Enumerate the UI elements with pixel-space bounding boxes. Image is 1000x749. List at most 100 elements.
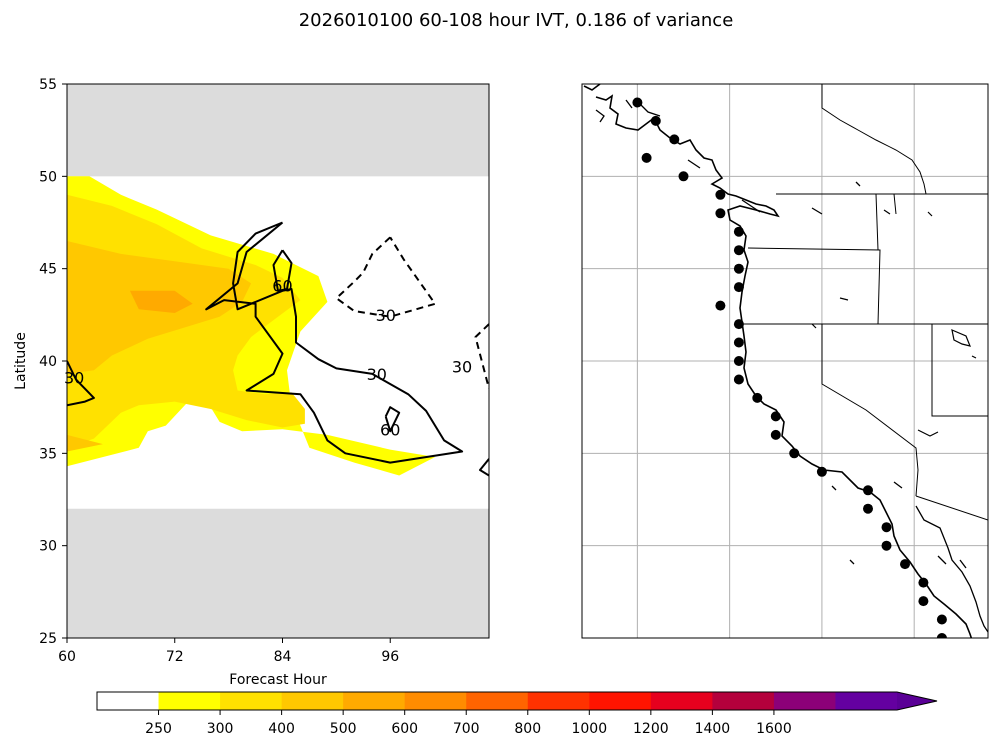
station-points xyxy=(632,97,947,638)
x-tick-label: 60 xyxy=(58,649,76,665)
y-tick-label: 50 xyxy=(39,169,57,185)
colorbar-tick-label: 1600 xyxy=(756,721,792,737)
colorbar-cell xyxy=(589,692,652,710)
station-point xyxy=(715,300,726,311)
map-frame xyxy=(581,83,989,639)
station-point xyxy=(733,226,744,237)
country-border xyxy=(776,193,988,521)
station-point xyxy=(816,466,827,477)
x-axis-ticks: 60 72 84 96 xyxy=(58,638,399,665)
station-point xyxy=(715,189,726,200)
map-outlines xyxy=(583,84,988,638)
y-tick-label: 25 xyxy=(39,631,57,647)
colorbar-extend-arrow xyxy=(897,692,937,710)
y-tick-label: 45 xyxy=(39,262,57,278)
station-point xyxy=(632,97,643,108)
station-point xyxy=(733,356,744,366)
colorbar-tick-label: 500 xyxy=(330,721,357,737)
colorbar-tick-label: 250 xyxy=(145,721,172,737)
colorbar-cells xyxy=(96,691,938,711)
no-data-band xyxy=(67,508,489,638)
x-tick-label: 84 xyxy=(274,649,292,665)
colorbar-tick-label: 400 xyxy=(268,721,295,737)
colorbar-cell xyxy=(650,692,713,710)
x-axis-label: Forecast Hour xyxy=(229,672,327,688)
contour-label: 30 xyxy=(376,306,396,325)
contour-60-solid xyxy=(384,406,401,433)
variance-contour-lines xyxy=(67,221,489,477)
station-point xyxy=(733,319,744,330)
station-point xyxy=(770,429,781,440)
map-gridlines xyxy=(582,84,988,638)
map-panel xyxy=(581,83,989,639)
colorbar-tick-label: 800 xyxy=(514,721,541,737)
station-point xyxy=(789,448,800,459)
contour-30-solid xyxy=(479,458,489,477)
contour-label: 60 xyxy=(380,420,400,439)
x-tick-label: 96 xyxy=(381,649,399,665)
state-borders xyxy=(742,84,988,497)
contour-60-solid xyxy=(272,249,293,292)
colorbar-ticks: 250 300 400 500 600 700 800 1000 1200 1400 1600 xyxy=(145,710,792,737)
station-point xyxy=(733,337,744,348)
station-point xyxy=(733,374,744,385)
y-axis-ticks: 25 30 35 40 45 50 55 xyxy=(39,77,67,647)
station-point xyxy=(881,522,892,533)
ivt-contour-panel: 60 30 30 60 30 30 60 72 84 96 25 30 35 40 45 50 55 For… xyxy=(13,77,490,688)
station-point xyxy=(936,633,947,638)
station-point xyxy=(641,152,652,163)
colorbar-outline xyxy=(96,691,938,711)
y-axis-label: Latitude xyxy=(13,332,29,390)
no-data-band xyxy=(67,84,489,177)
colorbar-tick-label: 600 xyxy=(391,721,418,737)
station-point xyxy=(752,392,763,403)
colorbar-cell xyxy=(404,692,467,710)
station-point xyxy=(650,115,661,126)
contour-labels: 60 30 30 60 30 30 xyxy=(64,276,472,439)
contour-label: 30 xyxy=(64,369,84,388)
station-point xyxy=(770,411,781,422)
colorbar-tick-label: 1200 xyxy=(633,721,669,737)
colorbar-cell xyxy=(527,692,590,710)
colorbar-cell xyxy=(343,692,406,710)
colorbar-cell xyxy=(97,692,160,710)
figure-title: 2026010100 60-108 hour IVT, 0.186 of var… xyxy=(299,10,734,31)
colorbar-cell xyxy=(773,692,836,710)
ivt-fill-400-500 xyxy=(67,434,103,452)
station-point xyxy=(863,503,873,514)
lakes xyxy=(811,209,977,437)
contour-30-solid xyxy=(67,360,95,407)
colorbar-cell xyxy=(158,692,221,710)
colorbar-tick-label: 1400 xyxy=(695,721,731,737)
station-point xyxy=(669,134,680,145)
islands xyxy=(595,99,967,569)
contour-label: 30 xyxy=(367,365,387,384)
station-point xyxy=(900,559,910,570)
station-point xyxy=(715,208,726,219)
station-point xyxy=(881,540,892,551)
colorbar-cell xyxy=(835,692,898,710)
colorbar-cell xyxy=(712,692,775,710)
colorbar-cell xyxy=(220,692,283,710)
station-point xyxy=(733,282,744,293)
colorbar-tick-label: 1000 xyxy=(571,721,607,737)
station-point xyxy=(863,485,873,496)
contour-label: 60 xyxy=(272,276,292,295)
colorbar-cell xyxy=(466,692,529,710)
station-point xyxy=(733,245,744,256)
station-point xyxy=(733,263,744,274)
colorbar-tick-label: 300 xyxy=(207,721,234,737)
y-tick-label: 35 xyxy=(39,446,57,462)
y-tick-label: 40 xyxy=(39,354,57,370)
contour-30-dashed xyxy=(474,323,489,389)
station-point xyxy=(918,577,929,588)
x-tick-label: 72 xyxy=(166,649,184,665)
station-point xyxy=(678,171,689,182)
station-point xyxy=(918,596,929,607)
y-tick-label: 30 xyxy=(39,539,57,555)
ivt-fill-500-600 xyxy=(129,290,193,313)
no-data-regions xyxy=(67,84,489,638)
colorbar-cell xyxy=(281,692,344,710)
ivt-colorbar: 250 300 400 500 600 700 800 1000 1200 1400 1600 xyxy=(96,691,938,737)
